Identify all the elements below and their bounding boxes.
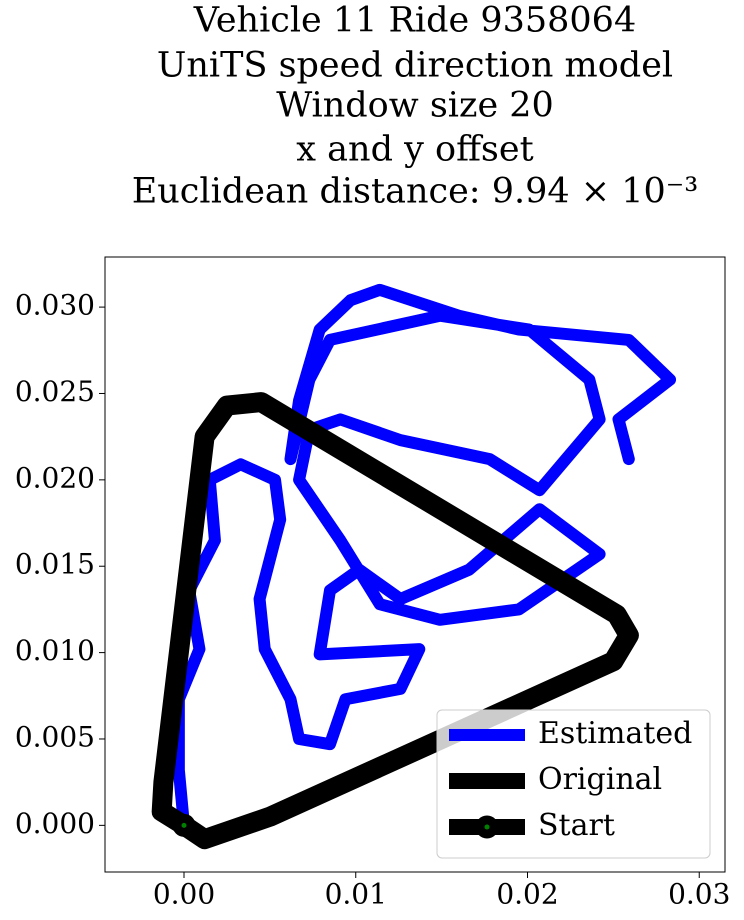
chart-title: Window size 20 <box>276 86 554 126</box>
y-tick-label: 0.025 <box>15 375 95 408</box>
x-tick-label: 0.03 <box>668 878 730 911</box>
x-tick-label: 0.00 <box>153 878 215 911</box>
plot-area <box>151 283 677 850</box>
series-line <box>172 283 677 832</box>
y-tick-label: 0.010 <box>15 634 95 667</box>
y-tick-label: 0.015 <box>15 548 95 581</box>
legend-label: Start <box>538 808 615 843</box>
x-tick-label: 0.02 <box>496 878 558 911</box>
y-tick-label: 0.000 <box>15 807 95 840</box>
y-tick-label: 0.005 <box>15 720 95 753</box>
chart-title: x and y offset <box>296 130 533 170</box>
legend-label: Original <box>538 762 662 797</box>
chart-title: Vehicle 11 Ride 9358064 <box>193 1 636 41</box>
plot-frame <box>104 256 726 873</box>
y-tick-label: 0.020 <box>15 461 95 494</box>
y-tick-label: 0.030 <box>15 289 95 322</box>
legend-marker <box>475 815 499 839</box>
chart-title: UniTS speed direction model <box>157 46 673 86</box>
chart-title: Euclidean distance: 9.94 × 10⁻³ <box>132 172 699 212</box>
series-line <box>151 392 639 850</box>
start-marker <box>172 813 196 837</box>
x-tick-label: 0.01 <box>325 878 387 911</box>
legend-label: Estimated <box>538 716 692 751</box>
